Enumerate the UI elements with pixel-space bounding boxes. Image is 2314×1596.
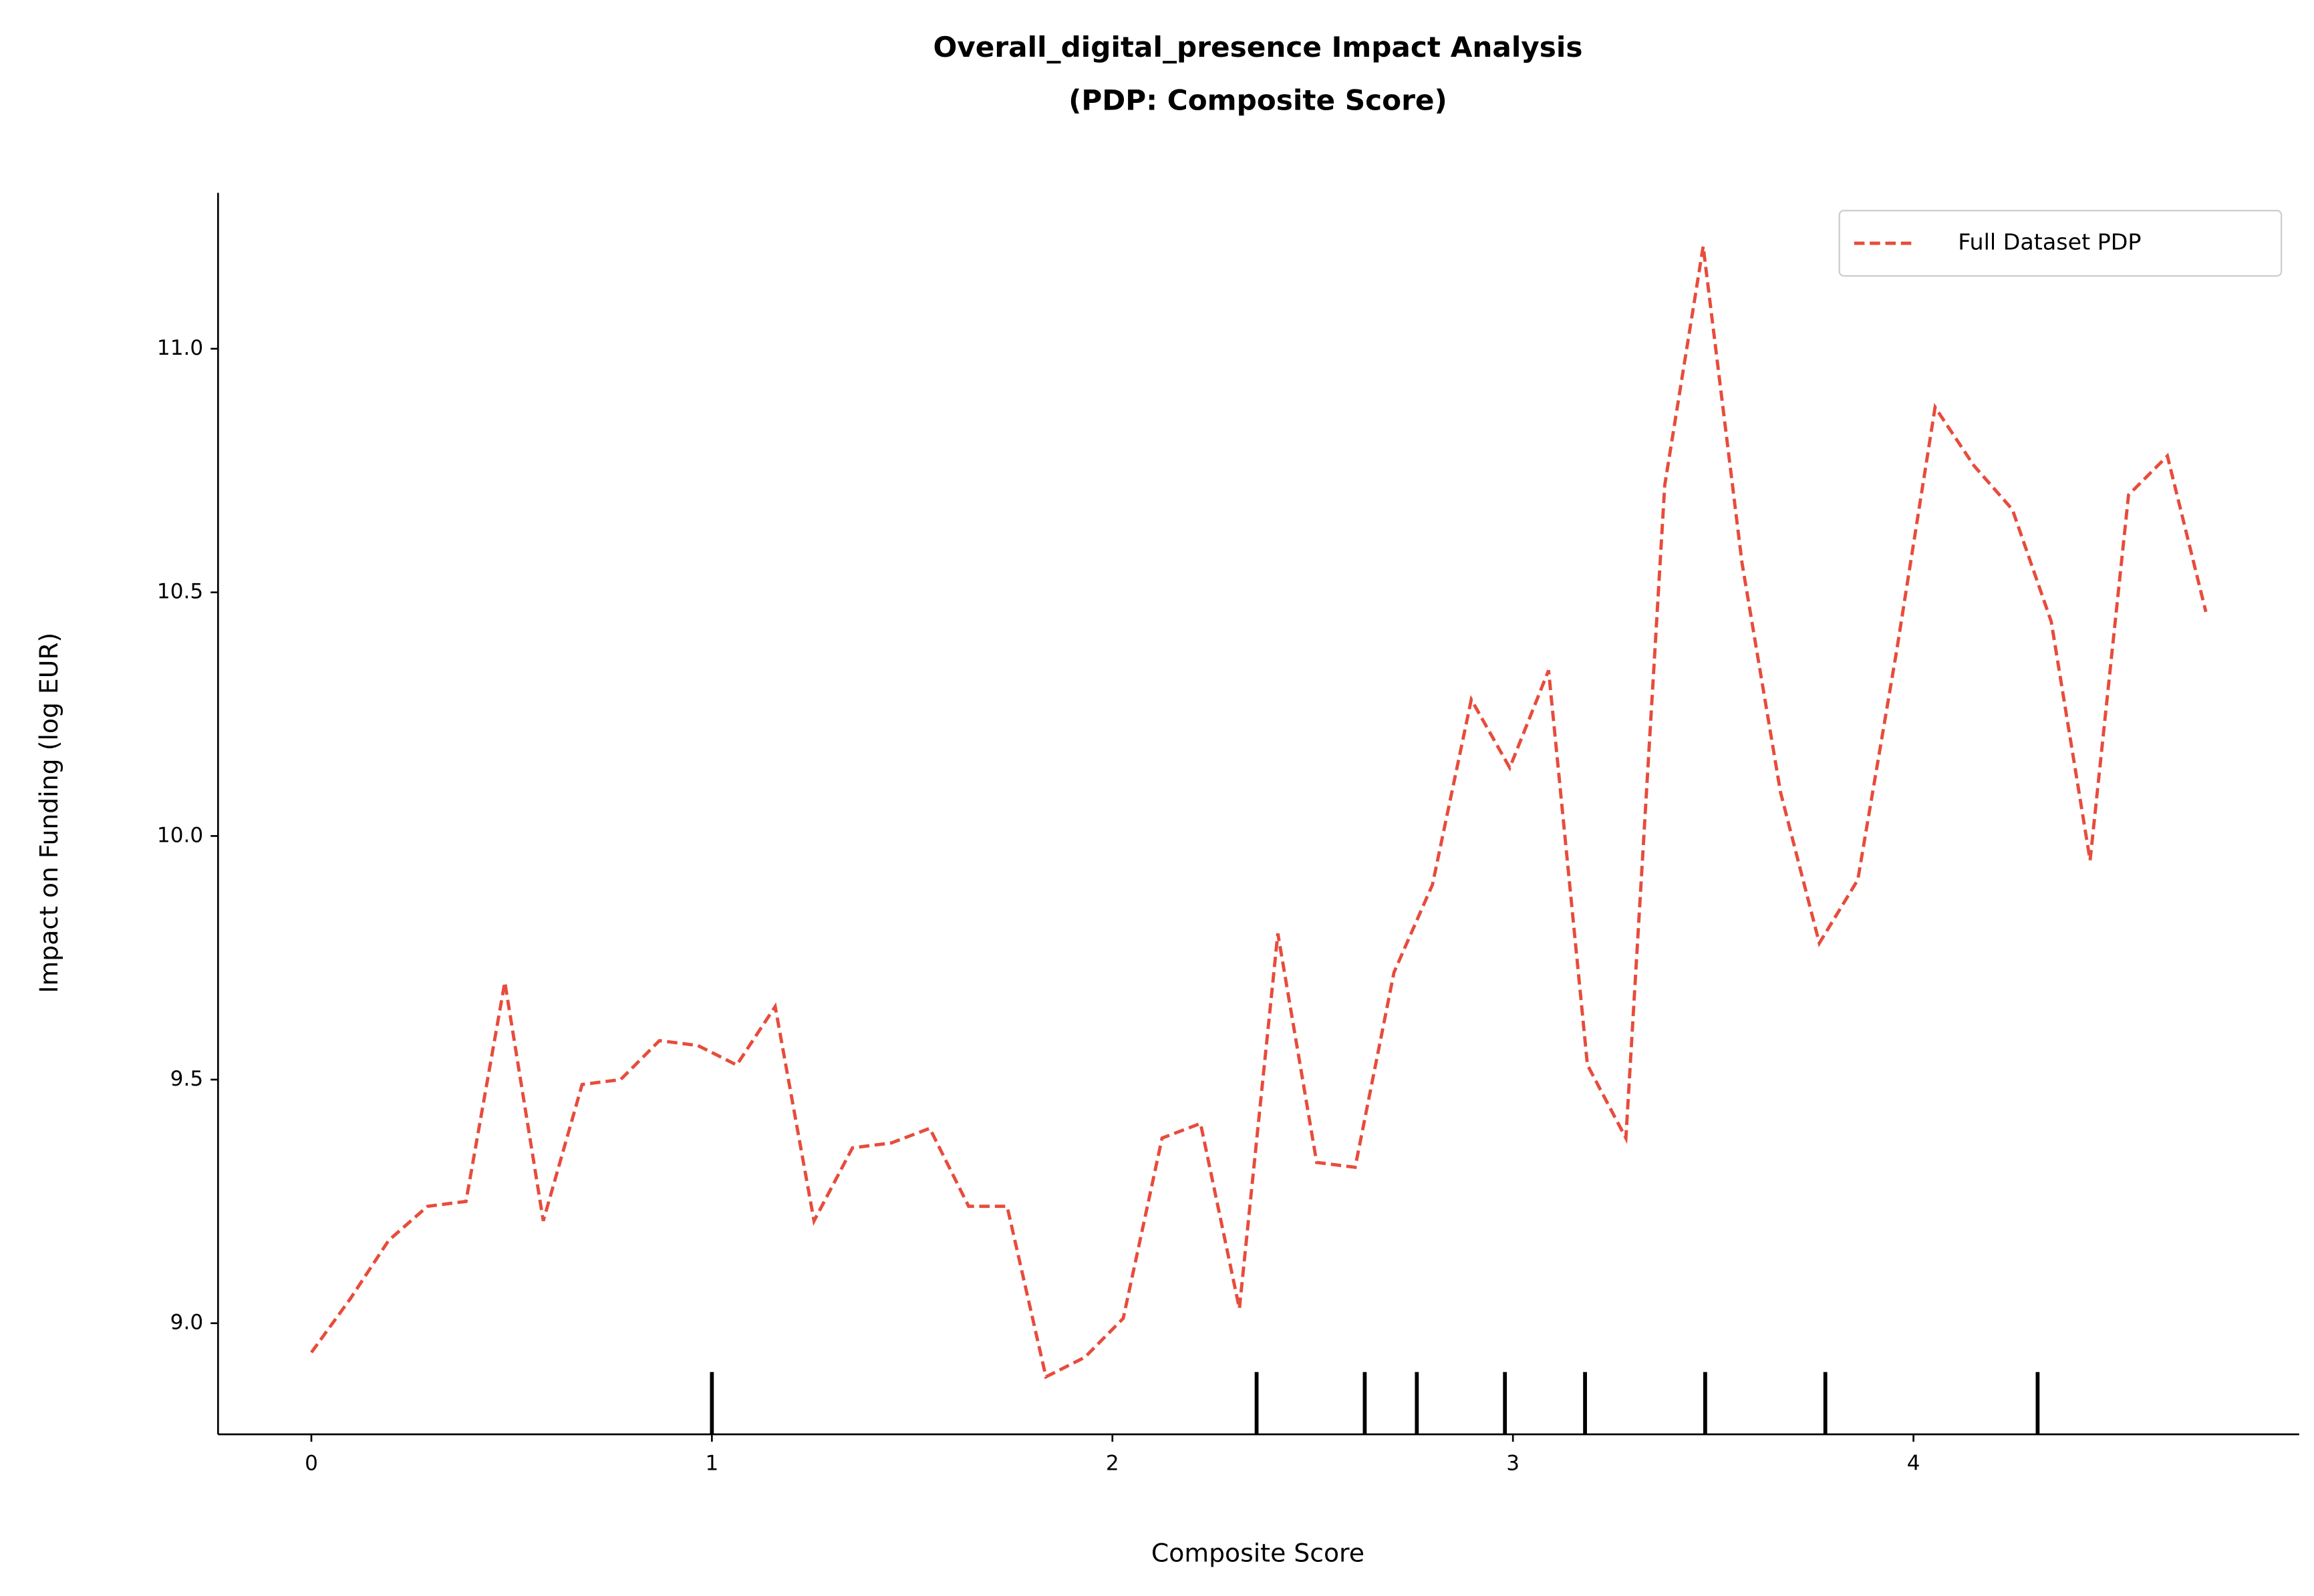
x-axis-label: Composite Score bbox=[1151, 1538, 1364, 1567]
chart-title: Overall_digital_presence Impact Analysis bbox=[933, 31, 1582, 63]
x-tick-label: 4 bbox=[1907, 1451, 1920, 1475]
y-axis-label: Impact on Funding (log EUR) bbox=[34, 633, 63, 993]
y-tick-label: 10.5 bbox=[157, 580, 203, 604]
x-tick-label: 2 bbox=[1106, 1451, 1119, 1475]
y-tick-label: 11.0 bbox=[157, 336, 203, 360]
y-tick-label: 10.0 bbox=[157, 823, 203, 847]
x-tick-label: 1 bbox=[705, 1451, 718, 1475]
y-tick-label: 9.5 bbox=[170, 1067, 203, 1091]
y-tick-label: 9.0 bbox=[170, 1311, 203, 1335]
x-tick-label: 0 bbox=[305, 1451, 318, 1475]
pdp-line bbox=[310, 246, 2208, 1380]
legend-label: Full Dataset PDP bbox=[1958, 229, 2141, 255]
legend-box bbox=[1838, 210, 2283, 277]
chart-subtitle: (PDP: Composite Score) bbox=[1068, 84, 1447, 117]
x-tick-label: 3 bbox=[1506, 1451, 1520, 1475]
